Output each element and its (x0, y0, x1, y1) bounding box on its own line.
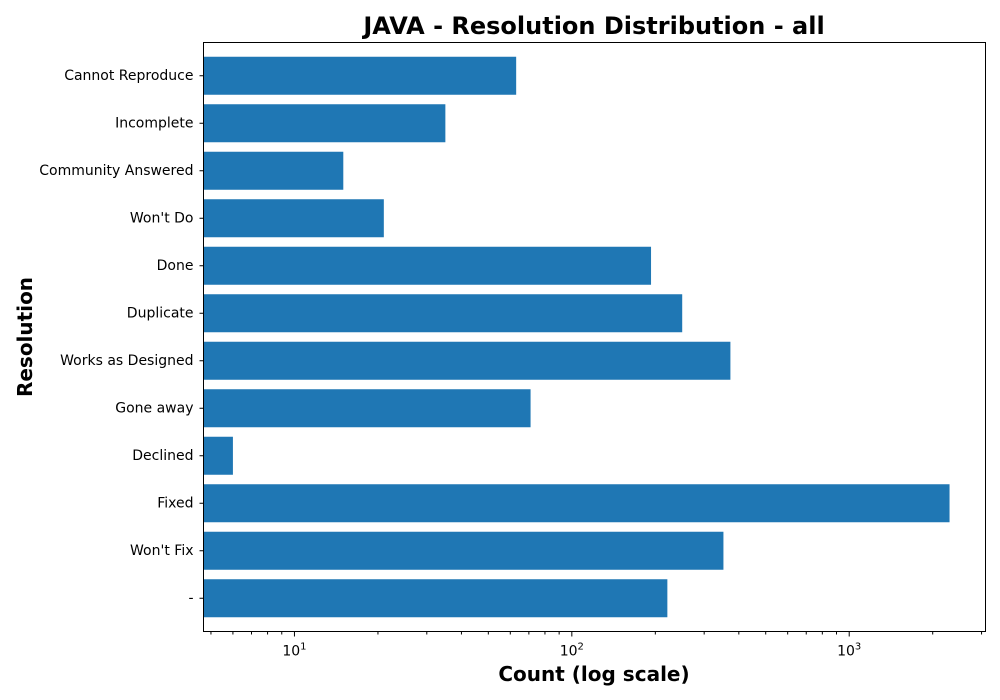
x-tick-base: 10 (837, 644, 855, 660)
y-tick-label: Incomplete (115, 115, 193, 131)
bars-layer (203, 56, 950, 618)
bar (203, 579, 668, 618)
y-axis-label: Resolution (13, 277, 37, 397)
y-tick-label: Declined (132, 448, 193, 464)
y-axis-ticks: Cannot Reproduce Incomplete Community Answ… (39, 68, 204, 606)
x-tick-label: 101 (282, 642, 306, 660)
x-tick-exponent: 1 (300, 642, 306, 653)
y-tick-label: Gone away (115, 400, 193, 416)
bar (203, 151, 344, 190)
y-tick-label: Cannot Reproduce (64, 68, 193, 84)
bar (203, 436, 233, 475)
bar (203, 341, 731, 380)
bar (203, 484, 950, 523)
y-tick-label: Works as Designed (60, 353, 193, 369)
chart-title: JAVA - Resolution Distribution - all (361, 12, 824, 40)
bar (203, 104, 446, 143)
x-tick-label: 102 (560, 642, 584, 660)
plot-frame (203, 42, 986, 632)
bar (203, 531, 724, 570)
bar (203, 389, 531, 428)
y-tick-label: Done (157, 258, 194, 274)
x-axis-label: Count (log scale) (498, 662, 689, 686)
y-tick-label: Community Answered (39, 163, 193, 179)
x-tick-exponent: 2 (578, 642, 584, 653)
y-tick-label: Won't Fix (130, 543, 193, 559)
y-tick-label: Duplicate (127, 305, 194, 321)
bar (203, 199, 384, 238)
x-axis-ticks: 101 102 103 (210, 631, 983, 660)
x-tick-label: 103 (837, 642, 861, 660)
bar (203, 56, 517, 95)
bar (203, 294, 683, 333)
y-tick-label: Won't Do (130, 210, 194, 226)
x-tick-base: 10 (560, 644, 578, 660)
x-tick-base: 10 (282, 644, 300, 660)
x-tick-exponent: 3 (855, 642, 861, 653)
y-tick-label: Fixed (157, 495, 193, 511)
bar (203, 246, 652, 285)
y-tick-label: - (188, 590, 193, 606)
